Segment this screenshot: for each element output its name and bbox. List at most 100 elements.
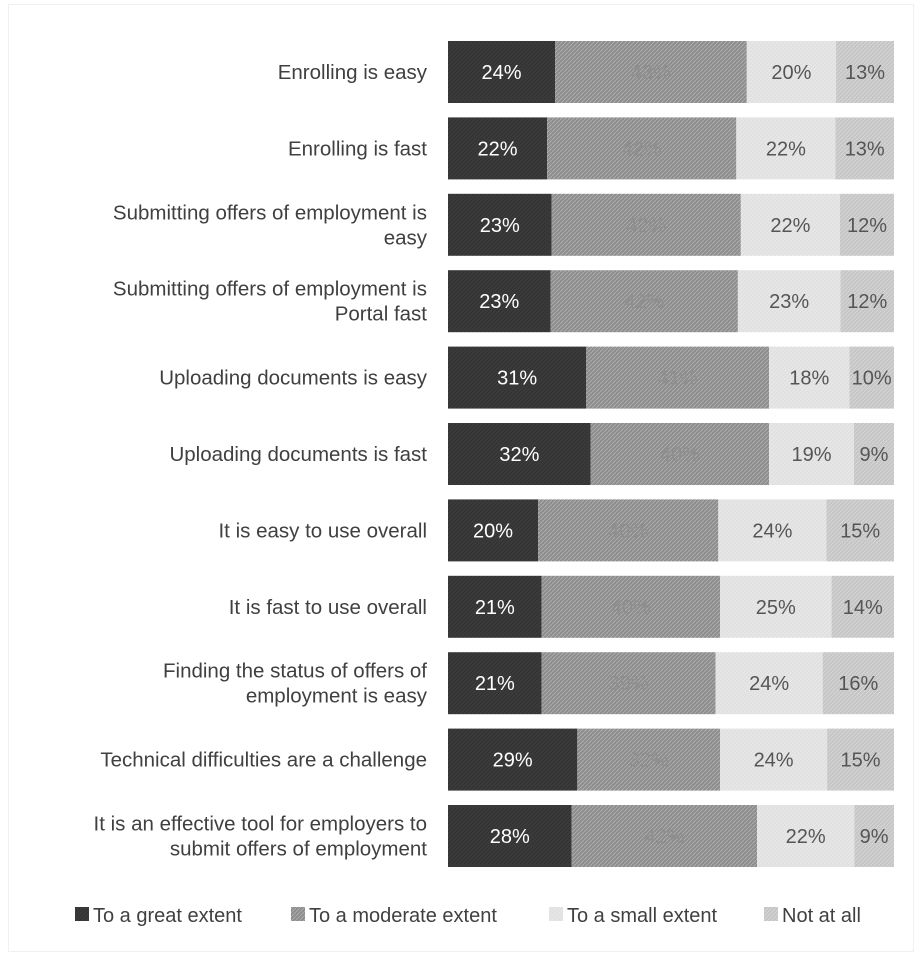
bar-segment [769, 423, 854, 485]
legend-swatch [764, 907, 778, 921]
data-label: 15% [841, 750, 881, 772]
data-label: 29% [493, 750, 533, 772]
category-label: Uploading documents is easy [159, 367, 428, 390]
bar-row: 24% 43% 20% 13% [448, 41, 894, 103]
bar-segment [448, 117, 548, 180]
bar-segment [448, 728, 578, 791]
bar-segment [448, 41, 556, 103]
category-label: Finding the status of offers of employmen… [163, 660, 428, 708]
legend-label: Not at all [782, 905, 861, 927]
data-label: 25% [756, 597, 796, 619]
bar-segment [822, 652, 894, 715]
data-label: 31% [497, 368, 537, 390]
category-labels: Enrolling is easy Enrolling is fast Submit… [94, 61, 428, 861]
data-label: 9% [859, 444, 888, 466]
bar-row: 20% 40% 24% 15% [448, 499, 894, 562]
legend-swatch [291, 907, 305, 921]
data-label: 24% [752, 520, 792, 542]
legend-label: To a small extent [567, 905, 718, 927]
legend-swatch [549, 907, 563, 921]
data-label: 9% [860, 826, 889, 848]
data-label: 20% [771, 62, 811, 84]
bar-segment [448, 805, 572, 867]
bar-segment [448, 270, 551, 333]
bar-segment [555, 41, 747, 103]
bar-segment [849, 346, 894, 409]
bar-segment [547, 117, 737, 180]
bar-segment [448, 575, 542, 638]
data-label: 24% [754, 750, 794, 772]
legend-swatch [75, 907, 89, 921]
bar-segment [577, 728, 721, 791]
category-label: Submitting offers of employment is Portal… [113, 278, 427, 326]
chart-frame [8, 4, 914, 952]
bar-segment [740, 193, 840, 256]
bar-segment [757, 805, 855, 867]
bar-row: 21% 40% 25% 14% [448, 575, 894, 638]
data-label: 22% [786, 826, 826, 848]
bar-segment [551, 193, 741, 256]
data-label: 32% [629, 750, 669, 772]
bar-segment [448, 193, 552, 256]
bar-segment [590, 423, 770, 485]
data-label: 14% [843, 597, 883, 619]
data-label: 40% [660, 444, 700, 466]
legend: To a great extent To a moderate extent To … [75, 905, 861, 927]
bar-segment [840, 270, 894, 333]
bar-segment [541, 575, 721, 638]
bar-segment [550, 270, 738, 333]
data-label: 22% [770, 215, 810, 237]
data-label: 43% [631, 62, 671, 84]
category-label: Enrolling is fast [288, 137, 427, 160]
data-label: 15% [840, 520, 880, 542]
bar-segment [571, 805, 758, 867]
data-label: 12% [847, 215, 887, 237]
data-label: 40% [608, 520, 648, 542]
bar-segment [541, 652, 716, 715]
category-label: It is easy to use overall [218, 519, 427, 542]
data-label: 21% [475, 597, 515, 619]
data-label: 10% [852, 368, 892, 390]
legend-item: To a small extent [549, 905, 718, 927]
bar-segment [586, 346, 770, 409]
data-label: 42% [622, 138, 662, 160]
data-label: 42% [644, 826, 684, 848]
bar-segment [827, 728, 894, 791]
bar-segment [853, 423, 894, 485]
bar-segment [835, 117, 894, 180]
legend-label: To a great extent [93, 905, 242, 927]
data-label: 39% [609, 673, 649, 695]
data-label: 42% [626, 215, 666, 237]
bar-row: 21% 39% 24% 16% [448, 652, 894, 715]
bars: 24% 43% 20% 13% 22% 42% 22% 13% 23% 42% 22% 12% 23% 4… [448, 41, 894, 867]
bar-segment [854, 805, 894, 867]
data-label: 40% [611, 597, 651, 619]
bar-segment [826, 499, 894, 562]
data-label: 21% [475, 673, 515, 695]
data-label: 32% [499, 444, 539, 466]
category-label: Submitting offers of employment is easy [113, 201, 428, 249]
data-label: 41% [658, 368, 698, 390]
data-label: 22% [478, 138, 518, 160]
data-label: 13% [845, 62, 885, 84]
legend-item: To a great extent [75, 905, 242, 927]
data-label: 23% [769, 291, 809, 313]
bar-segment [831, 575, 894, 638]
data-label: 22% [766, 138, 806, 160]
bar-row: 22% 42% 22% 13% [448, 117, 894, 180]
legend-item: Not at all [764, 905, 861, 927]
bar-segment [715, 652, 823, 715]
data-label: 13% [845, 138, 885, 160]
bar-segment [746, 41, 837, 103]
bar-segment [448, 652, 542, 715]
data-label: 12% [847, 291, 887, 313]
legend-item: To a moderate extent [291, 905, 497, 927]
bar-segment [736, 117, 836, 180]
bar-row: 32% 40% 19% 9% [448, 423, 894, 485]
bar-segment [448, 499, 539, 562]
bar-segment [769, 346, 850, 409]
bar-row: 28% 42% 22% 9% [448, 805, 894, 867]
bar-segment [718, 499, 827, 562]
